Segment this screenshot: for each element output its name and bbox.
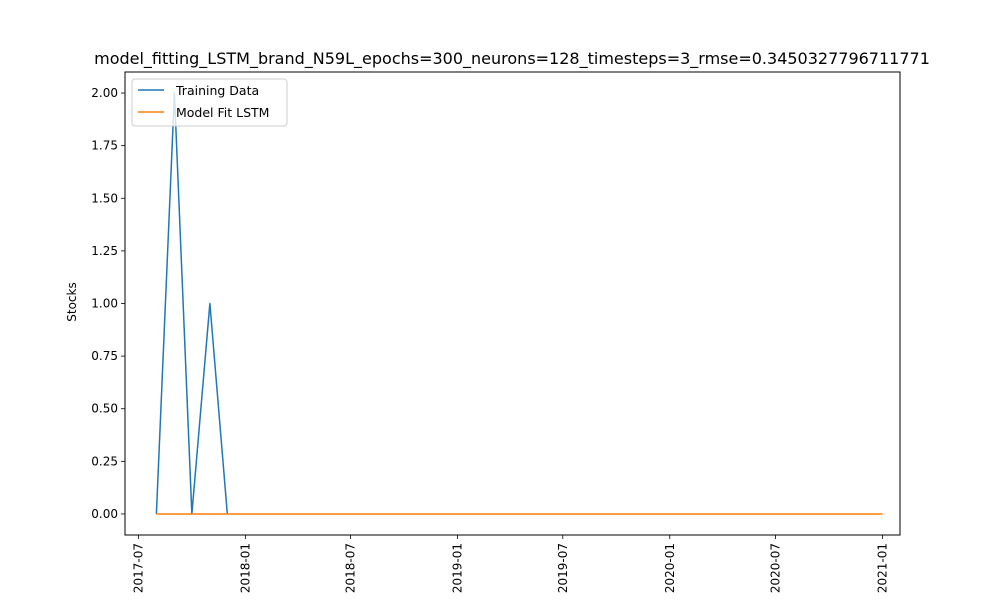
legend: Training Data Model Fit LSTM (131, 78, 288, 127)
legend-box (131, 78, 288, 127)
legend-label-training-data: Training Data (175, 83, 259, 98)
x-tick-label: 2019-07 (556, 543, 570, 593)
x-tick-label: 2018-01 (238, 543, 252, 593)
x-tick-label: 2021-01 (876, 543, 890, 593)
y-axis-label: Stocks (65, 282, 79, 321)
x-tick-label: 2019-01 (451, 543, 465, 593)
x-axis-ticks: 2017-07 2018-01 2018-07 2019-01 2019-07 2020-… (131, 535, 890, 593)
y-tick-label: 1.25 (91, 244, 118, 258)
legend-label-model-fit: Model Fit LSTM (176, 105, 269, 120)
plot-area (155, 92, 883, 515)
x-tick-label: 2020-01 (663, 543, 677, 593)
x-tick-label: 2018-07 (344, 543, 358, 593)
x-tick-label: 2017-07 (131, 543, 145, 593)
chart-title: model_fitting_LSTM_brand_N59L_epochs=300… (94, 49, 930, 69)
y-tick-label: 0.00 (91, 507, 118, 521)
y-axis-ticks: 0.00 0.25 0.50 0.75 1.00 1.25 1.50 1.75 2.00 (91, 86, 125, 521)
y-tick-label: 0.75 (91, 349, 118, 363)
y-tick-label: 1.50 (91, 191, 118, 205)
y-tick-label: 2.00 (91, 86, 118, 100)
y-tick-label: 1.75 (91, 139, 118, 153)
y-tick-label: 1.00 (91, 297, 118, 311)
x-tick-label: 2020-07 (769, 543, 783, 593)
plot-frame (124, 71, 901, 536)
y-tick-label: 0.25 (91, 454, 118, 468)
y-tick-label: 0.50 (91, 402, 118, 416)
series-line-training-data (155, 92, 229, 515)
